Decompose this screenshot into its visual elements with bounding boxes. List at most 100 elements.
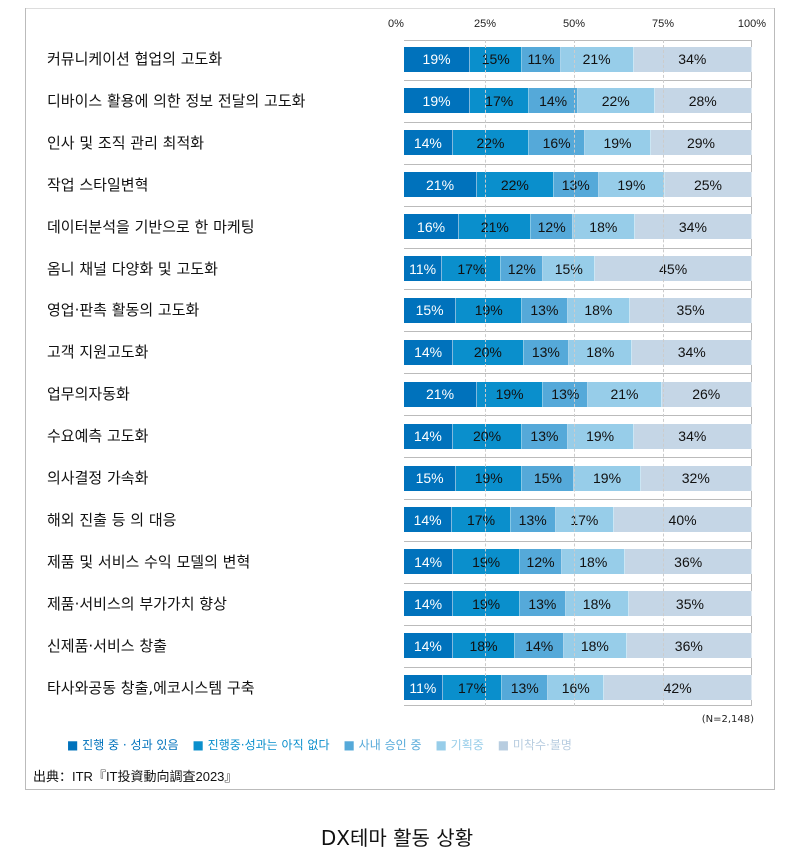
category-label: 작업 스타일변혁 bbox=[47, 175, 149, 194]
row-separator bbox=[404, 205, 752, 207]
x-tick-label: 25% bbox=[473, 18, 497, 30]
row-separator bbox=[404, 289, 752, 291]
bar-segment: 19% bbox=[404, 46, 471, 72]
row-separator bbox=[404, 373, 752, 375]
bar-segment: 21% bbox=[560, 46, 634, 72]
bar-segment: 16% bbox=[548, 675, 605, 700]
category-label: 해외 진출 등 의 대응 bbox=[47, 510, 177, 529]
bar-segment: 13% bbox=[523, 339, 570, 365]
legend-item: ■ 사내 승인 중 bbox=[343, 738, 422, 752]
category-label: 영업·판촉 활동의 고도화 bbox=[47, 301, 200, 320]
x-tick-label: 100% bbox=[737, 18, 767, 30]
stacked-bar: 14% 20% 13% 19% 34% bbox=[404, 423, 752, 449]
bar-segment: 35% bbox=[628, 591, 752, 617]
bar-segment: 15% bbox=[404, 465, 457, 491]
x-tick-label: 75% bbox=[651, 18, 675, 30]
category-label: 커뮤니케이션 협업의 고도화 bbox=[47, 50, 223, 68]
x-tick-label: 50% bbox=[562, 18, 586, 30]
bar-segment: 14% bbox=[404, 423, 453, 449]
category-label: 디바이스 활용에 의한 정보 전달의 고도화 bbox=[47, 91, 306, 110]
bar-segment: 11% bbox=[522, 46, 561, 72]
bar-segment: 19% bbox=[567, 423, 634, 449]
bar-segment: 34% bbox=[634, 214, 752, 240]
gridline bbox=[485, 40, 486, 706]
stacked-bar: 21% 19% 13% 21% 26% bbox=[404, 381, 752, 407]
bar-segment: 18% bbox=[567, 297, 631, 323]
row-separator bbox=[404, 457, 752, 458]
bar-segment: 13% bbox=[543, 381, 589, 407]
bar-segment: 15% bbox=[543, 256, 596, 281]
bar-segment: 14% bbox=[404, 130, 453, 156]
bar-segment: 19% bbox=[574, 465, 641, 491]
bar-segment: 21% bbox=[588, 381, 662, 407]
stacked-bar: 15% 19% 15% 19% 32% bbox=[404, 465, 752, 491]
bar-segment: 17% bbox=[470, 88, 530, 114]
row-separator bbox=[404, 121, 752, 123]
bar-segment: 13% bbox=[553, 172, 599, 198]
row-separator bbox=[404, 540, 752, 542]
category-label: 신제품·서비스 창출 bbox=[47, 636, 167, 655]
stacked-bar: 14% 19% 12% 18% 36% bbox=[404, 549, 752, 575]
bar-segment: 17% bbox=[442, 675, 503, 700]
bar-segment: 16% bbox=[404, 214, 460, 240]
bar-segment: 13% bbox=[519, 591, 566, 617]
bar-segment: 19% bbox=[456, 465, 523, 491]
bar-segment: 36% bbox=[626, 633, 752, 659]
category-label: 업무의자동화 bbox=[47, 385, 130, 404]
bar-segment: 20% bbox=[452, 423, 523, 449]
row-separator bbox=[404, 415, 752, 417]
chart-frame bbox=[25, 8, 775, 790]
category-label: 고객 지원고도화 bbox=[47, 343, 149, 362]
bar-segment: 13% bbox=[510, 507, 556, 533]
row-separator bbox=[404, 247, 752, 249]
bar-segment: 18% bbox=[569, 339, 633, 365]
bar-segment: 17% bbox=[555, 507, 615, 533]
category-label: 제품 및 서비스 수익 모델의 변혁 bbox=[47, 552, 251, 571]
stacked-bar: 14% 19% 13% 18% 35% bbox=[404, 591, 752, 617]
category-label: 수요예측 고도화 bbox=[47, 427, 149, 446]
bar-segment: 32% bbox=[640, 465, 752, 491]
bar-segment: 25% bbox=[664, 172, 752, 198]
bar-segment: 15% bbox=[470, 46, 523, 72]
row-separator bbox=[404, 163, 752, 165]
bar-segment: 19% bbox=[456, 297, 523, 323]
bar-segment: 21% bbox=[459, 214, 532, 240]
bar-segment: 42% bbox=[604, 675, 752, 700]
category-label: 옴니 채널 다양화 및 고도화 bbox=[47, 259, 218, 278]
top-border bbox=[25, 8, 775, 9]
source-note: 出典：ITR『IT投資動向調査2023』 bbox=[33, 769, 238, 784]
bar-segment: 18% bbox=[572, 214, 635, 240]
stacked-bar: 19% 15% 11% 21% 34% bbox=[404, 46, 752, 72]
plot-area bbox=[404, 40, 752, 706]
x-tick-label: 0% bbox=[388, 18, 404, 30]
bar-segment: 12% bbox=[519, 549, 563, 575]
legend-item: ■ 미착수·불명 bbox=[497, 738, 572, 752]
bar-segment: 13% bbox=[522, 423, 568, 449]
gridline bbox=[663, 40, 664, 706]
bar-segment: 18% bbox=[562, 549, 626, 575]
bar-segment: 19% bbox=[477, 381, 544, 407]
category-label: 타사와공동 창출,에코시스템 구축 bbox=[47, 678, 255, 697]
bar-segment: 19% bbox=[453, 549, 520, 575]
bar-segment: 19% bbox=[453, 591, 520, 617]
legend-item: ■ 진행중·성과는 아직 없다 bbox=[192, 738, 330, 752]
chart-title: DX테마 활동 상황 bbox=[320, 826, 474, 850]
bar-segment: 14% bbox=[529, 88, 578, 114]
legend-item: ■ 기획중 bbox=[435, 738, 484, 752]
bar-segment: 21% bbox=[404, 172, 478, 198]
stacked-bar: 14% 22% 16% 19% 29% bbox=[404, 130, 752, 156]
legend-item: ■ 진행 중 · 성과 있음 bbox=[67, 738, 179, 752]
bar-segment: 14% bbox=[404, 507, 453, 533]
row-separator bbox=[404, 666, 752, 668]
stacked-bar: 14% 18% 14% 18% 36% bbox=[404, 633, 752, 659]
category-label: 데이터분석을 기반으로 한 마케팅 bbox=[47, 217, 255, 236]
bar-segment: 18% bbox=[565, 591, 629, 617]
bar-segment: 19% bbox=[404, 88, 471, 114]
bar-segment: 17% bbox=[452, 507, 511, 533]
category-label: 제품·서비스의 부가가치 향상 bbox=[47, 594, 227, 613]
stacked-bar: 16% 21% 12% 18% 34% bbox=[404, 214, 752, 240]
gridline bbox=[574, 40, 575, 706]
bar-segment: 22% bbox=[577, 88, 655, 114]
row-separator bbox=[404, 624, 752, 626]
row-separator bbox=[404, 331, 752, 333]
